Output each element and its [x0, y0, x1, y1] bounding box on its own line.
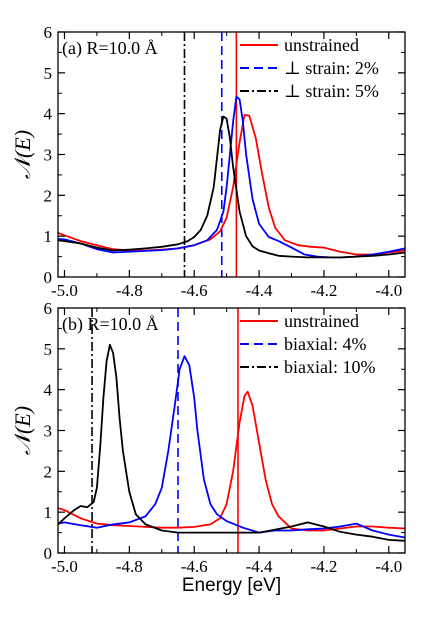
x-tick-label: -4.2 [310, 557, 337, 576]
panel-annotation: (a) R=10.0 Å [62, 38, 158, 59]
x-tick-label: -4.6 [181, 281, 208, 300]
y-tick-label: 5 [44, 340, 53, 359]
y-tick-label: 3 [44, 146, 53, 165]
y-tick-label: 0 [44, 544, 53, 563]
x-tick-label: -5.0 [51, 281, 78, 300]
y-tick-label: 4 [44, 105, 53, 124]
x-tick-label: -4.2 [310, 281, 337, 300]
y-tick-label: 6 [44, 23, 53, 42]
x-tick-label: -4.4 [246, 281, 273, 300]
legend-label-1: unstrained [284, 35, 359, 55]
y-tick-label: 1 [44, 503, 53, 522]
series-line-2 [58, 355, 405, 539]
x-tick-label: -5.0 [51, 557, 78, 576]
x-tick-label: -4.8 [116, 281, 143, 300]
legend: unstrained biaxial: 4% biaxial: 10% [240, 311, 375, 377]
legend-label-1: unstrained [284, 311, 359, 331]
panel-annotation: (b) R=10.0 Å [62, 314, 159, 335]
y-tick-label: 6 [44, 299, 53, 318]
x-tick-label: -4.6 [181, 557, 208, 576]
y-axis-label: 𝒩(E) [10, 406, 35, 455]
series-line-2 [58, 95, 405, 259]
x-axis-label: Energy [eV] [182, 575, 281, 596]
y-tick-label: 4 [44, 381, 53, 400]
legend: unstrained ⊥ strain: 2% ⊥ strain: 5% [240, 35, 379, 101]
panel-b-plot-area [58, 308, 405, 553]
x-tick-label: -4.0 [375, 281, 402, 300]
legend-label-2: ⊥ strain: 2% [284, 58, 379, 78]
panel-a: -5.0 -4.8 -4.6 -4.4 -4.2 -4.0 0 1 2 3 4 5 6 𝒩(E) (a) R… [10, 23, 406, 300]
y-tick-label: 1 [44, 227, 53, 246]
panel-b: -5.0 -4.8 -4.6 -4.4 -4.2 -4.0 0 1 2 3 4 5 6 𝒩(E) Energ… [10, 299, 406, 596]
legend-label-3: ⊥ strain: 5% [284, 81, 379, 101]
x-tick-label: -4.8 [116, 557, 143, 576]
y-axis-label: 𝒩(E) [10, 130, 35, 179]
y-tick-label: 2 [44, 186, 53, 205]
panel-a-plot-area [58, 32, 405, 277]
series-line-1 [58, 390, 405, 532]
x-tick-label: -4.0 [375, 557, 402, 576]
x-tick-label: -4.4 [246, 557, 273, 576]
series-line-3 [58, 343, 405, 542]
y-tick-label: 3 [44, 422, 53, 441]
y-tick-label: 0 [44, 268, 53, 287]
legend-label-3: biaxial: 10% [284, 357, 375, 377]
y-tick-label: 5 [44, 64, 53, 83]
y-tick-label: 2 [44, 462, 53, 481]
series-line-3 [58, 115, 405, 259]
legend-label-2: biaxial: 4% [284, 334, 366, 354]
